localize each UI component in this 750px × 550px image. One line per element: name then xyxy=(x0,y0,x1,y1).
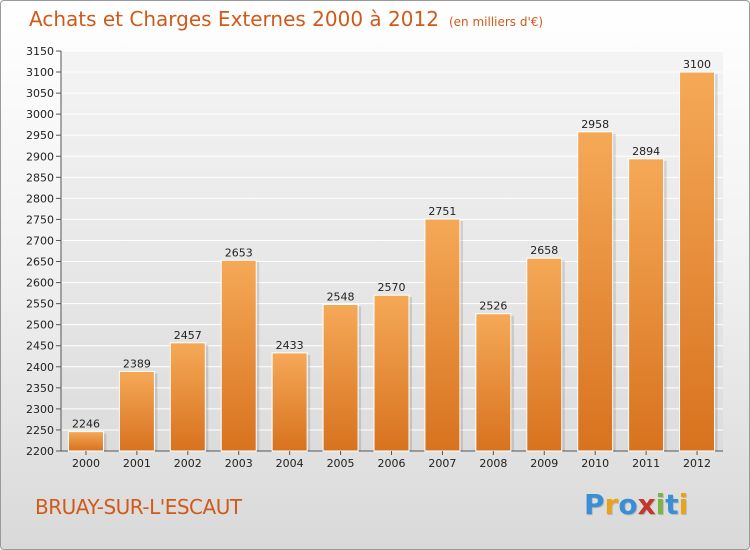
x-tick-label: 2008 xyxy=(479,457,507,470)
x-tick-label: 2011 xyxy=(632,457,660,470)
y-tick-label: 2550 xyxy=(26,298,54,311)
x-tick-label: 2003 xyxy=(225,457,253,470)
y-tick-label: 2600 xyxy=(26,277,54,290)
data-label: 2246 xyxy=(72,418,100,431)
bar xyxy=(118,370,155,452)
y-tick-label: 2500 xyxy=(26,319,54,332)
data-label: 2548 xyxy=(327,290,355,303)
y-tick-label: 2400 xyxy=(26,361,54,374)
y-tick-label: 2800 xyxy=(26,192,54,205)
bar xyxy=(169,342,206,452)
bar xyxy=(67,431,104,452)
title-unit: (en milliers d'€) xyxy=(448,15,544,29)
data-label: 2433 xyxy=(276,339,304,352)
x-tick-label: 2009 xyxy=(530,457,558,470)
x-tick-label: 2010 xyxy=(581,457,609,470)
x-tick-label: 2012 xyxy=(683,457,711,470)
data-label: 2894 xyxy=(632,145,660,158)
chart-title: Achats et Charges Externes 2000 à 2012 (e… xyxy=(29,7,543,31)
data-label: 2389 xyxy=(123,357,151,370)
data-label: 2570 xyxy=(378,281,406,294)
data-label: 2457 xyxy=(174,329,202,342)
y-tick-label: 2750 xyxy=(26,213,54,226)
data-label: 2958 xyxy=(581,118,609,131)
data-label: 2653 xyxy=(225,246,253,259)
bar xyxy=(220,259,257,452)
x-tick-label: 2004 xyxy=(276,457,304,470)
logo-letter: P xyxy=(584,488,605,521)
bar xyxy=(424,218,461,452)
y-tick-label: 2350 xyxy=(26,382,54,395)
bar xyxy=(373,294,410,452)
y-tick-label: 2650 xyxy=(26,256,54,269)
city-name: BRUAY-SUR-L'ESCAUT xyxy=(35,495,242,519)
y-tick-label: 2850 xyxy=(26,171,54,184)
x-tick-label: 2007 xyxy=(428,457,456,470)
proxiti-logo: Proxiti xyxy=(584,488,688,521)
logo-letter: o xyxy=(618,488,638,521)
bar xyxy=(271,352,308,452)
y-tick-label: 3050 xyxy=(26,87,54,100)
bar xyxy=(679,71,716,452)
x-tick-label: 2001 xyxy=(123,457,151,470)
y-tick-label: 3000 xyxy=(26,108,54,121)
x-tick-label: 2002 xyxy=(174,457,202,470)
bar xyxy=(577,131,614,452)
title-text: Achats et Charges Externes 2000 à 2012 xyxy=(29,7,439,31)
y-tick-label: 3150 xyxy=(26,45,54,58)
y-tick-label: 2950 xyxy=(26,129,54,142)
y-tick-label: 2900 xyxy=(26,150,54,163)
logo-letter: x xyxy=(637,488,656,521)
y-tick-label: 2250 xyxy=(26,424,54,437)
y-tick-label: 2450 xyxy=(26,340,54,353)
data-label: 2526 xyxy=(479,300,507,313)
logo-letter: r xyxy=(604,488,619,521)
bar xyxy=(322,303,359,452)
y-tick-label: 2300 xyxy=(26,403,54,416)
x-tick-label: 2005 xyxy=(327,457,355,470)
data-label: 2658 xyxy=(530,244,558,257)
logo-letter: t xyxy=(665,488,679,521)
bar xyxy=(475,313,512,452)
logo-letter: i xyxy=(678,488,689,521)
data-label: 2751 xyxy=(428,205,456,218)
x-tick-label: 2000 xyxy=(72,457,100,470)
y-tick-label: 2200 xyxy=(26,445,54,458)
logo-letter: i xyxy=(655,488,666,521)
y-tick-label: 2700 xyxy=(26,234,54,247)
x-tick-label: 2006 xyxy=(378,457,406,470)
bar xyxy=(628,158,665,452)
data-label: 3100 xyxy=(683,58,711,71)
y-tick-label: 3100 xyxy=(26,66,54,79)
bar xyxy=(526,257,563,452)
